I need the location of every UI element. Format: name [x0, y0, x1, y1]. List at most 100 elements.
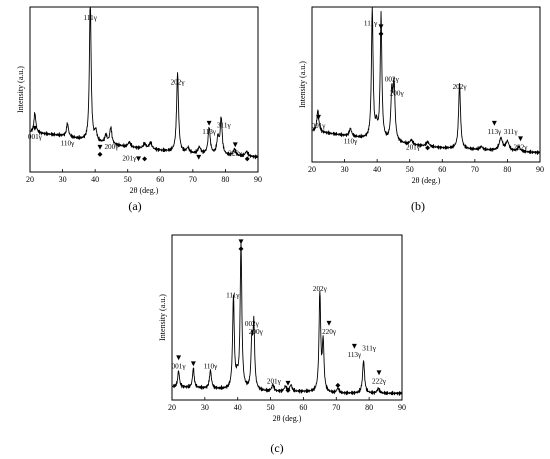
x-axis-label: 2θ (deg.) — [130, 186, 159, 195]
panel-label: (b) — [411, 199, 425, 213]
peak-label: 311γ — [504, 128, 519, 136]
peak-annotation: ▼222γ — [513, 135, 528, 152]
peak-annotation: ▼220γ — [322, 319, 337, 336]
peak-annotation: 200γ — [390, 89, 405, 97]
peak-annotation: ◆ — [425, 144, 430, 152]
triangle-marker-icon: ▼ — [327, 319, 332, 327]
peak-label: 002γ — [385, 75, 400, 83]
peak-annotation: ▼222γ — [372, 369, 387, 386]
peak-annotation: 111γ — [84, 14, 98, 22]
peak-annotation: ▼◆ — [285, 379, 290, 394]
x-tick-label: 40 — [373, 165, 381, 174]
peak-annotation: ▼◆ — [379, 23, 384, 38]
peak-label: 111γ — [226, 292, 240, 300]
triangle-marker-icon: ▼ — [239, 237, 244, 245]
peak-annotation: 311γ — [217, 121, 232, 129]
panel-b: 20 30 40 50 60 70 80 90 2θ (deg.) Intensity (a.u.… — [298, 6, 544, 213]
peak-annotation: 202γ — [453, 83, 468, 91]
x-tick-label: 40 — [234, 403, 242, 412]
triangle-marker-icon: ▼ — [285, 379, 290, 387]
x-tick-label: 20 — [26, 175, 34, 184]
peak-label: 222γ — [228, 150, 243, 158]
peak-annotation: ▼◆ — [239, 237, 244, 252]
peak-label: 202γ — [313, 285, 328, 293]
diamond-marker-icon: ◆ — [239, 244, 244, 252]
panel-label: (a) — [128, 199, 141, 213]
peak-label: 110γ — [61, 140, 76, 148]
triangle-marker-icon: ▼ — [32, 124, 37, 132]
peak-annotation: 200γ — [249, 328, 264, 336]
peak-annotation: 111γ — [364, 20, 378, 28]
peak-annotation: 111γ — [226, 292, 240, 300]
x-tick-label: 90 — [254, 175, 262, 184]
diamond-marker-icon: ◆ — [285, 386, 290, 394]
y-axis-label: Intensity (a.u.) — [298, 61, 307, 108]
triangle-marker-icon: ▼ — [492, 119, 497, 127]
peak-label: 311γ — [362, 345, 377, 353]
triangle-marker-icon: ▼ — [379, 23, 384, 31]
peak-annotation: ▼ — [191, 359, 196, 367]
peak-label: 200γ — [390, 89, 405, 97]
x-tick-label: 40 — [91, 175, 99, 184]
peak-label: 111γ — [84, 14, 98, 22]
peak-annotation: ▼001γ — [28, 124, 43, 141]
peak-annotation: ▼◆ — [98, 143, 103, 158]
peak-label: 001γ — [312, 122, 327, 130]
diamond-marker-icon: ◆ — [245, 154, 250, 162]
x-tick-label: 70 — [332, 403, 340, 412]
x-tick-label: 90 — [398, 403, 406, 412]
diamond-marker-icon: ◆ — [379, 30, 384, 38]
triangle-marker-icon: ▼ — [352, 342, 357, 350]
triangle-marker-icon: ▼ — [98, 143, 103, 151]
y-axis-label: Intensity (a.u.) — [158, 294, 167, 341]
peak-label: 222γ — [372, 378, 387, 386]
x-tick-label: 90 — [536, 165, 544, 174]
peak-label: 001γ — [28, 133, 43, 141]
peak-annotation: 201γ — [122, 154, 137, 162]
xrd-trace — [311, 6, 541, 155]
peak-annotation: ▼ — [196, 153, 201, 161]
peak-annotation: 201γ — [267, 378, 282, 386]
panel-c: 20 30 40 50 60 70 80 90 2θ (deg.) Intensity (a.u.… — [158, 234, 406, 455]
peak-annotation: 110γ — [204, 363, 219, 371]
peak-label: 002γ — [245, 320, 260, 328]
x-tick-label: 20 — [168, 403, 176, 412]
peak-label: 201γ — [267, 378, 282, 386]
diamond-marker-icon: ◆ — [142, 154, 147, 162]
peak-label: 200γ — [249, 328, 264, 336]
peak-annotation: ▼ — [136, 154, 141, 162]
x-axis-label: 2θ (deg.) — [273, 414, 302, 423]
panel-a: 20 30 40 50 60 70 80 90 2θ (deg.) Intensity (a.u.… — [16, 6, 262, 213]
peak-annotation: 110γ — [344, 137, 359, 145]
peak-annotation: 002γ — [245, 320, 260, 328]
peak-label: 201γ — [122, 154, 137, 162]
panel-label: (c) — [270, 441, 283, 455]
x-tick-label: 30 — [201, 403, 209, 412]
peak-label: 111γ — [364, 20, 378, 28]
plot-frame — [29, 6, 259, 173]
peak-annotation: 311γ — [362, 345, 377, 353]
triangle-marker-icon: ▼ — [191, 359, 196, 367]
peak-label: 110γ — [204, 363, 219, 371]
peak-annotation: 110γ — [61, 140, 76, 148]
plot-frame — [311, 6, 541, 163]
x-tick-label: 70 — [189, 175, 197, 184]
peak-annotation: ▼113γ — [202, 119, 217, 136]
peak-annotation: ▼113γ — [348, 342, 363, 359]
xrd-trace — [171, 240, 403, 396]
peak-annotation: 311γ — [504, 128, 519, 136]
x-tick-label: 50 — [124, 175, 132, 184]
triangle-marker-icon: ▼ — [196, 153, 201, 161]
peak-annotation: 002γ — [385, 75, 400, 83]
x-tick-label: 80 — [503, 165, 511, 174]
x-tick-label: 80 — [365, 403, 373, 412]
peak-label: 113γ — [348, 351, 363, 359]
x-tick-label: 80 — [221, 175, 229, 184]
diamond-marker-icon: ◆ — [335, 381, 340, 389]
peak-annotation: ▼222γ — [228, 141, 243, 158]
x-tick-label: 30 — [59, 175, 67, 184]
x-axis-label: 2θ (deg.) — [412, 176, 441, 185]
diamond-marker-icon: ◆ — [98, 150, 103, 158]
diamond-marker-icon: ◆ — [425, 144, 430, 152]
